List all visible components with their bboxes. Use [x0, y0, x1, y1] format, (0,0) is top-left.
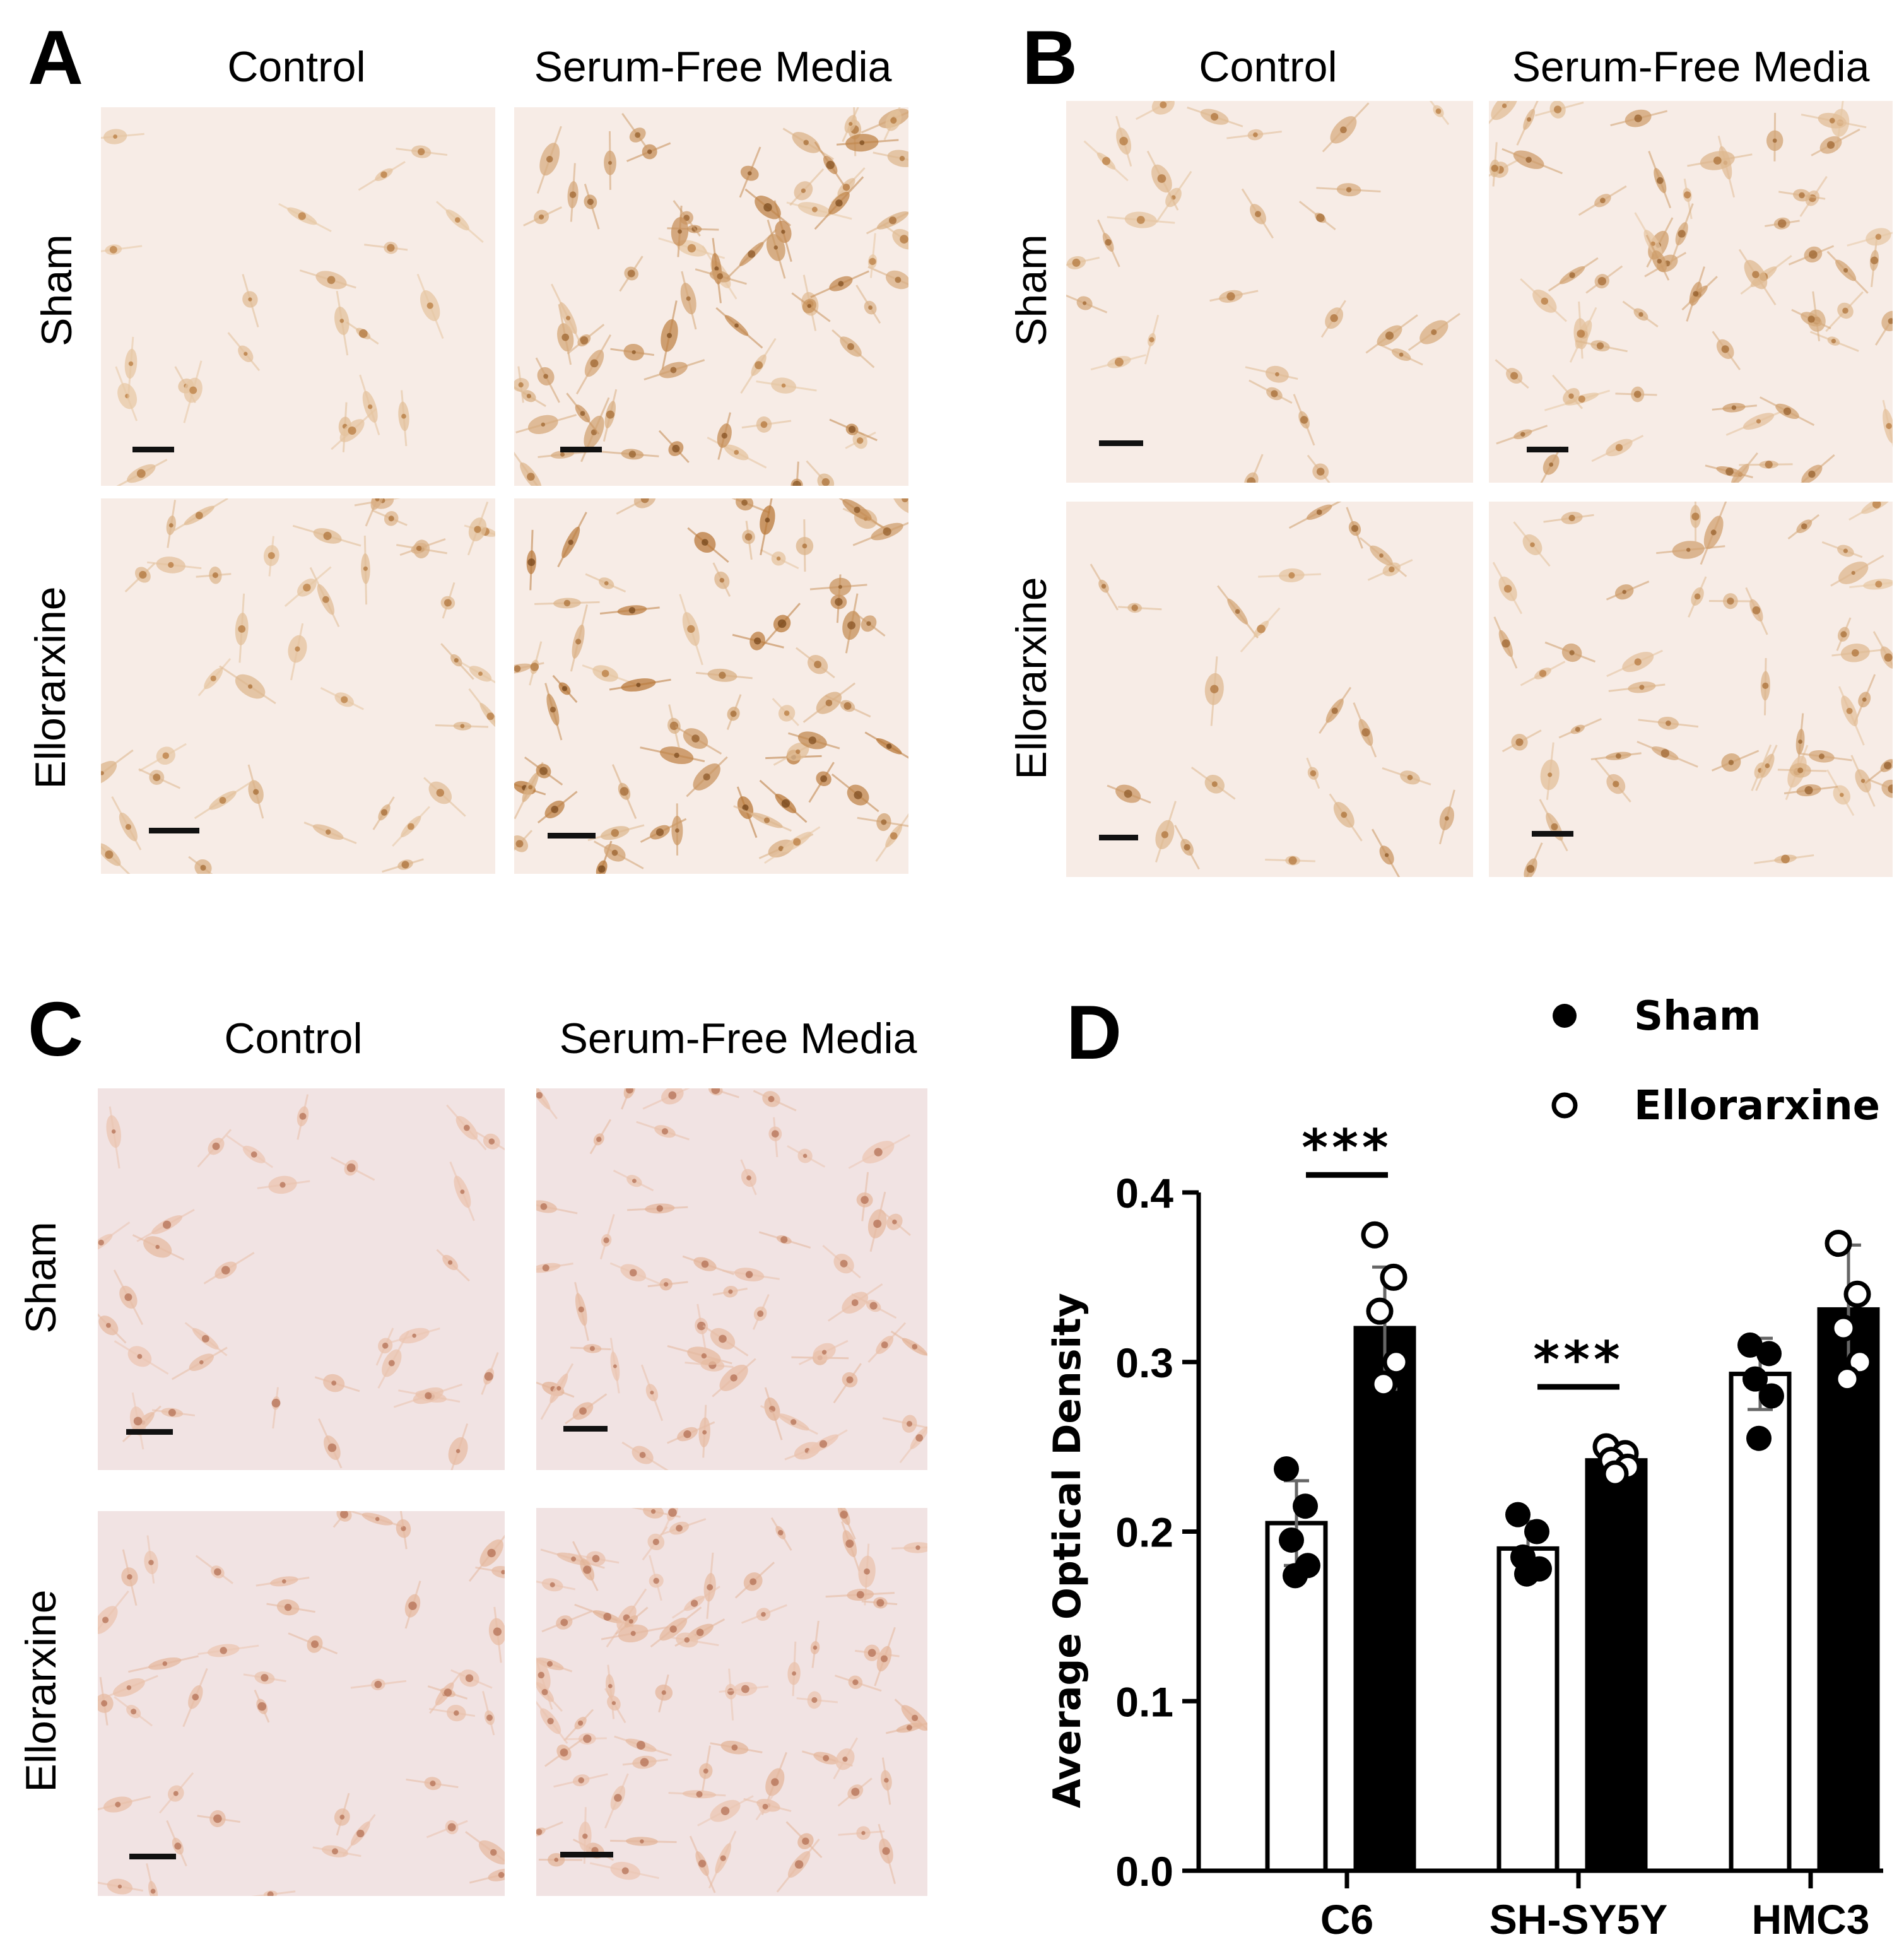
panel-b-col-control: Control [1199, 43, 1337, 91]
panel-b-row-ellorarxine: Ellorarxine [1008, 577, 1055, 780]
panel-b-sham-serum-free-micrograph [1489, 101, 1893, 483]
panel-a-letter: A [28, 15, 84, 100]
panel-c-scalebar [560, 1852, 613, 1857]
data-point-sham [1742, 1366, 1768, 1392]
legend-label-sham: Sham [1634, 993, 1761, 1040]
bar-sham-hmc3 [1729, 1372, 1792, 1873]
panel-a-row-ellorarxine: Ellorarxine [26, 586, 74, 789]
bar-sham-sh-sy5y [1496, 1546, 1560, 1873]
x-tick-label: SH-SY5Y [1490, 1896, 1667, 1943]
bar-ellorarxine-hmc3 [1817, 1307, 1880, 1873]
data-point-ellorarxine [1830, 1314, 1857, 1342]
legend-marker-sham [1553, 1004, 1577, 1028]
data-point-sham [1759, 1383, 1784, 1409]
data-point-ellorarxine [1382, 1348, 1410, 1376]
data-point-ellorarxine [1833, 1365, 1861, 1393]
panel-c-sham-serum-free-micrograph [536, 1088, 927, 1470]
data-point-ellorarxine [1366, 1297, 1394, 1325]
data-point-sham [1283, 1563, 1308, 1589]
significance-label: *** [1533, 1331, 1624, 1389]
panel-b-letter: B [1022, 15, 1078, 100]
x-tick-label: HMC3 [1751, 1896, 1869, 1943]
data-point-sham [1737, 1332, 1763, 1358]
y-tick-label: 0.0 [1115, 1848, 1173, 1895]
panel-a-scalebar [132, 447, 174, 452]
panel-b-col-serum-free: Serum-Free Media [1512, 43, 1870, 91]
panel-b-scalebar [1099, 835, 1138, 840]
y-tick-label: 0.3 [1115, 1339, 1173, 1386]
data-point-ellorarxine [1825, 1230, 1852, 1257]
panel-c-letter: C [28, 986, 84, 1072]
bar-ellorarxine-sh-sy5y [1585, 1458, 1648, 1873]
panel-a-col-control: Control [227, 43, 366, 91]
panel-a-row-sham: Sham [33, 234, 81, 346]
y-tick-label: 0.1 [1115, 1678, 1173, 1725]
panel-d-letter: D [1066, 989, 1122, 1075]
panel-a-sham-control-micrograph [101, 107, 495, 486]
panel-c-col-serum-free: Serum-Free Media [559, 1015, 917, 1062]
panel-a-scalebar [149, 828, 199, 833]
panel-b-ellorarxine-control-micrograph [1066, 502, 1473, 877]
panel-c-ellorarxine-control-micrograph [98, 1511, 505, 1896]
data-point-ellorarxine [1370, 1370, 1397, 1398]
data-point-sham [1293, 1493, 1318, 1519]
panel-b-row-sham: Sham [1008, 234, 1055, 346]
data-point-sham [1279, 1527, 1304, 1553]
y-tick-label: 0.4 [1115, 1170, 1173, 1216]
panel-c-row-ellorarxine: Ellorarxine [17, 1589, 65, 1792]
data-point-sham [1756, 1341, 1782, 1367]
panel-c-scalebar [126, 1429, 173, 1435]
panel-b-scalebar [1099, 440, 1143, 446]
panel-a-scalebar [548, 833, 596, 839]
data-point-sham [1514, 1561, 1539, 1587]
significance-label: *** [1302, 1119, 1392, 1177]
data-point-ellorarxine [1601, 1460, 1629, 1488]
panel-a-sham-serum-free-micrograph [514, 107, 908, 486]
data-point-sham [1505, 1502, 1531, 1527]
data-point-ellorarxine [1380, 1263, 1407, 1291]
bar-ellorarxine-c6 [1353, 1326, 1416, 1873]
data-point-sham [1746, 1425, 1772, 1451]
y-axis-label: Average Optical Density [1045, 1293, 1090, 1808]
legend-label-ellorarxine: Ellorarxine [1634, 1083, 1880, 1129]
panel-c-ellorarxine-serum-free-micrograph [536, 1508, 927, 1896]
panel-c-col-control: Control [224, 1015, 363, 1062]
panel-b-ellorarxine-serum-free-micrograph [1489, 502, 1893, 877]
panel-c-sham-control-micrograph [98, 1088, 505, 1470]
panel-c-scalebar [563, 1426, 608, 1432]
panel-a-scalebar [560, 447, 602, 452]
data-point-ellorarxine [1843, 1280, 1871, 1308]
panel-b-sham-control-micrograph [1066, 101, 1473, 483]
x-tick-label: C6 [1320, 1896, 1373, 1943]
panel-a-col-serum-free: Serum-Free Media [534, 43, 892, 91]
panel-a-ellorarxine-serum-free-micrograph [514, 498, 908, 874]
panel-c-row-sham: Sham [17, 1221, 65, 1334]
y-tick-label: 0.2 [1115, 1509, 1173, 1556]
panel-c-scalebar [129, 1854, 176, 1859]
data-point-ellorarxine [1361, 1221, 1389, 1249]
data-point-sham [1524, 1519, 1549, 1545]
panel-d-bar-chart: 0.0 0.1 0.2 0.3 0.4 Average Optical Density C6… [1045, 993, 1883, 1943]
data-point-sham [1274, 1456, 1299, 1482]
panel-b-scalebar [1532, 831, 1573, 837]
legend-marker-ellorarxine [1551, 1092, 1578, 1119]
panel-a-ellorarxine-control-micrograph [101, 498, 495, 874]
panel-b-scalebar [1527, 447, 1568, 452]
